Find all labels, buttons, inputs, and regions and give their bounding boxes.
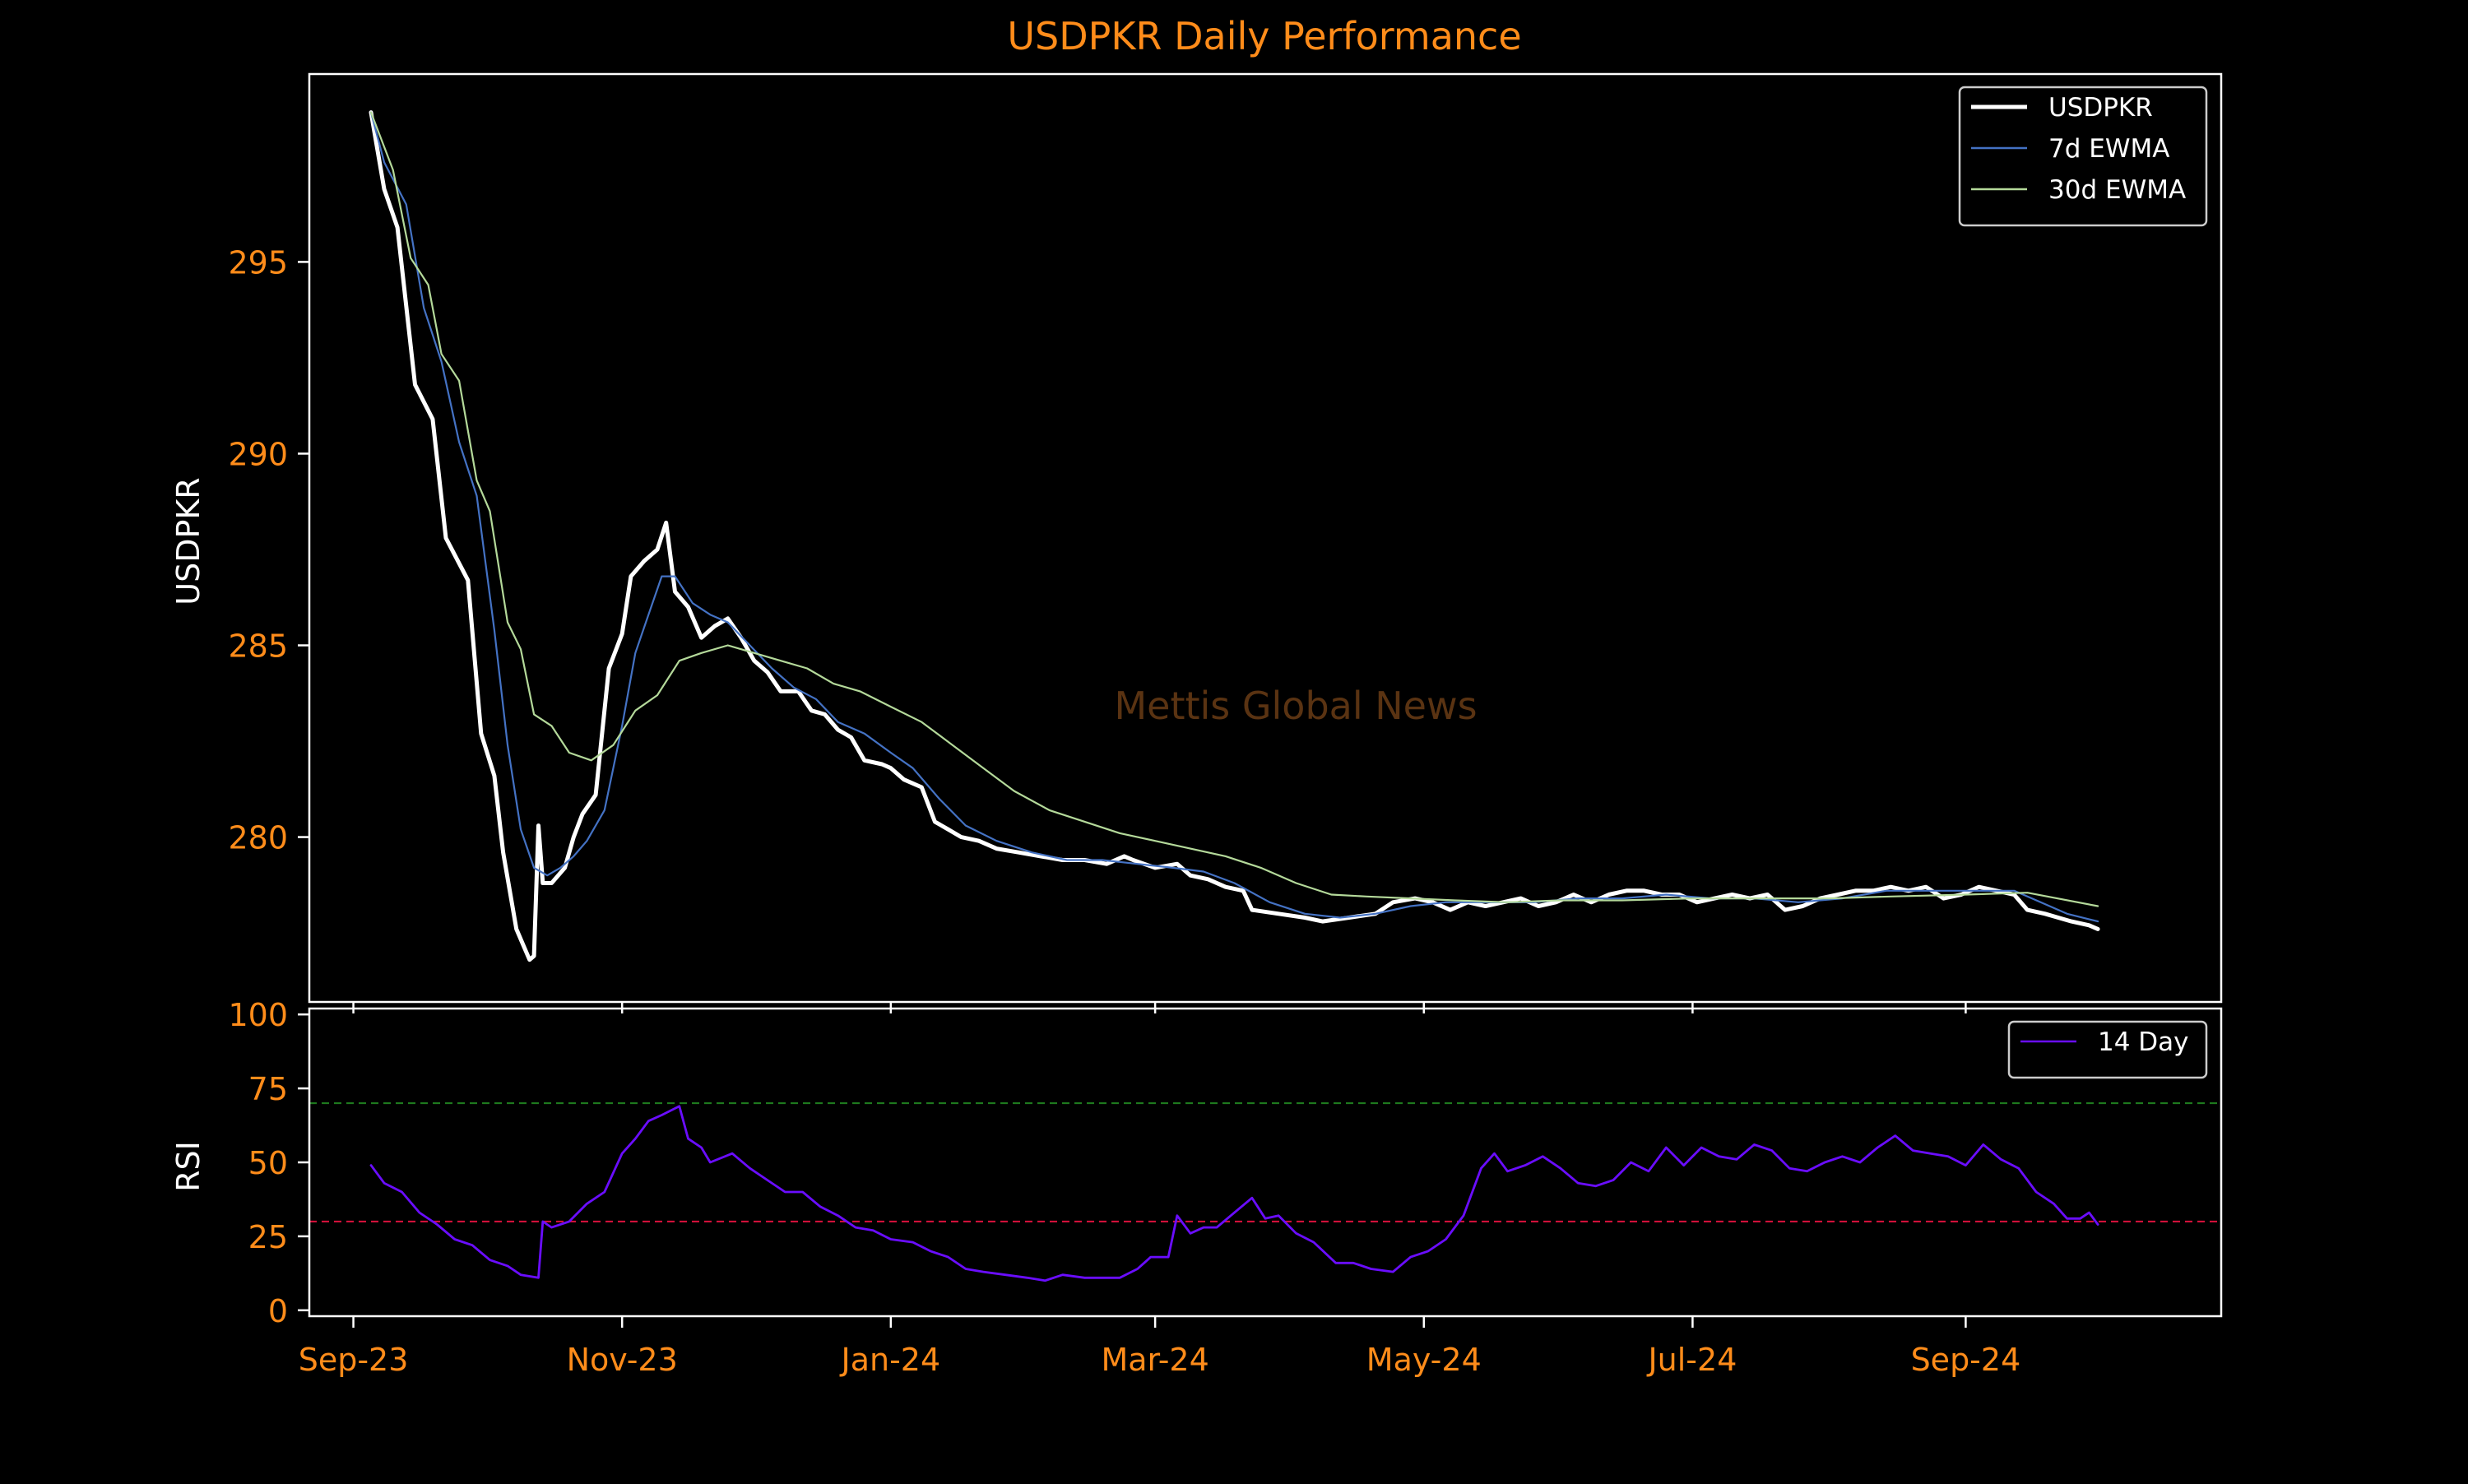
- axes-frame: [308, 1007, 2223, 1318]
- price-y-axis-label: USDPKR: [170, 477, 206, 605]
- x-tick-label: Mar-24: [1101, 1342, 1208, 1378]
- rsi-panel: 0 25 50 75 100 Sep-23 Nov-23 Jan-24 Mar-24 May-24…: [228, 997, 2223, 1378]
- y-tick-label: 25: [248, 1219, 288, 1255]
- series-line-7d-ewma: [369, 111, 2099, 923]
- y-tick-label: 295: [228, 244, 288, 281]
- y-tick-label: 290: [228, 436, 288, 472]
- y-tick-label: 280: [228, 820, 288, 856]
- axes-frame: [308, 72, 2223, 1004]
- x-tick-label: May-24: [1366, 1342, 1482, 1378]
- y-tick-label: 0: [268, 1293, 288, 1329]
- x-tick-label: Nov-23: [567, 1342, 678, 1378]
- y-tick-label: 100: [228, 997, 288, 1033]
- watermark: Mettis Global News: [1114, 684, 1477, 728]
- x-tick-label: Jan-24: [840, 1342, 941, 1378]
- legend-label: 14 Day: [2098, 1027, 2189, 1057]
- x-tick-label: Sep-23: [299, 1342, 409, 1378]
- legend-label: USDPKR: [2048, 93, 2153, 123]
- price-panel: 280 285 290 295 USDPKR 7d EWMA 30d EWMA: [228, 72, 2223, 1013]
- y-tick-label: 50: [248, 1145, 288, 1181]
- legend-label: 7d EWMA: [2048, 134, 2169, 164]
- y-tick-label: 75: [248, 1071, 288, 1107]
- series-group: [369, 1105, 2099, 1282]
- legend-label: 30d EWMA: [2048, 175, 2186, 205]
- series-group: [369, 110, 2100, 962]
- y-tick-label: 285: [228, 628, 288, 665]
- series-line-usdpkr: [369, 110, 2100, 962]
- legend-box: [1958, 86, 2208, 227]
- legend-box: [2007, 1020, 2208, 1079]
- x-tick-label: Sep-24: [1911, 1342, 2021, 1378]
- series-line-14-day: [369, 1105, 2099, 1282]
- rsi-y-axis-label: RSI: [170, 1141, 206, 1192]
- chart-title: USDPKR Daily Performance: [1007, 14, 1521, 58]
- x-tick-label: Jul-24: [1646, 1342, 1737, 1378]
- legend: 14 Day: [2007, 1020, 2208, 1079]
- legend: USDPKR 7d EWMA 30d EWMA: [1958, 86, 2208, 227]
- series-line-30d-ewma: [369, 111, 2099, 907]
